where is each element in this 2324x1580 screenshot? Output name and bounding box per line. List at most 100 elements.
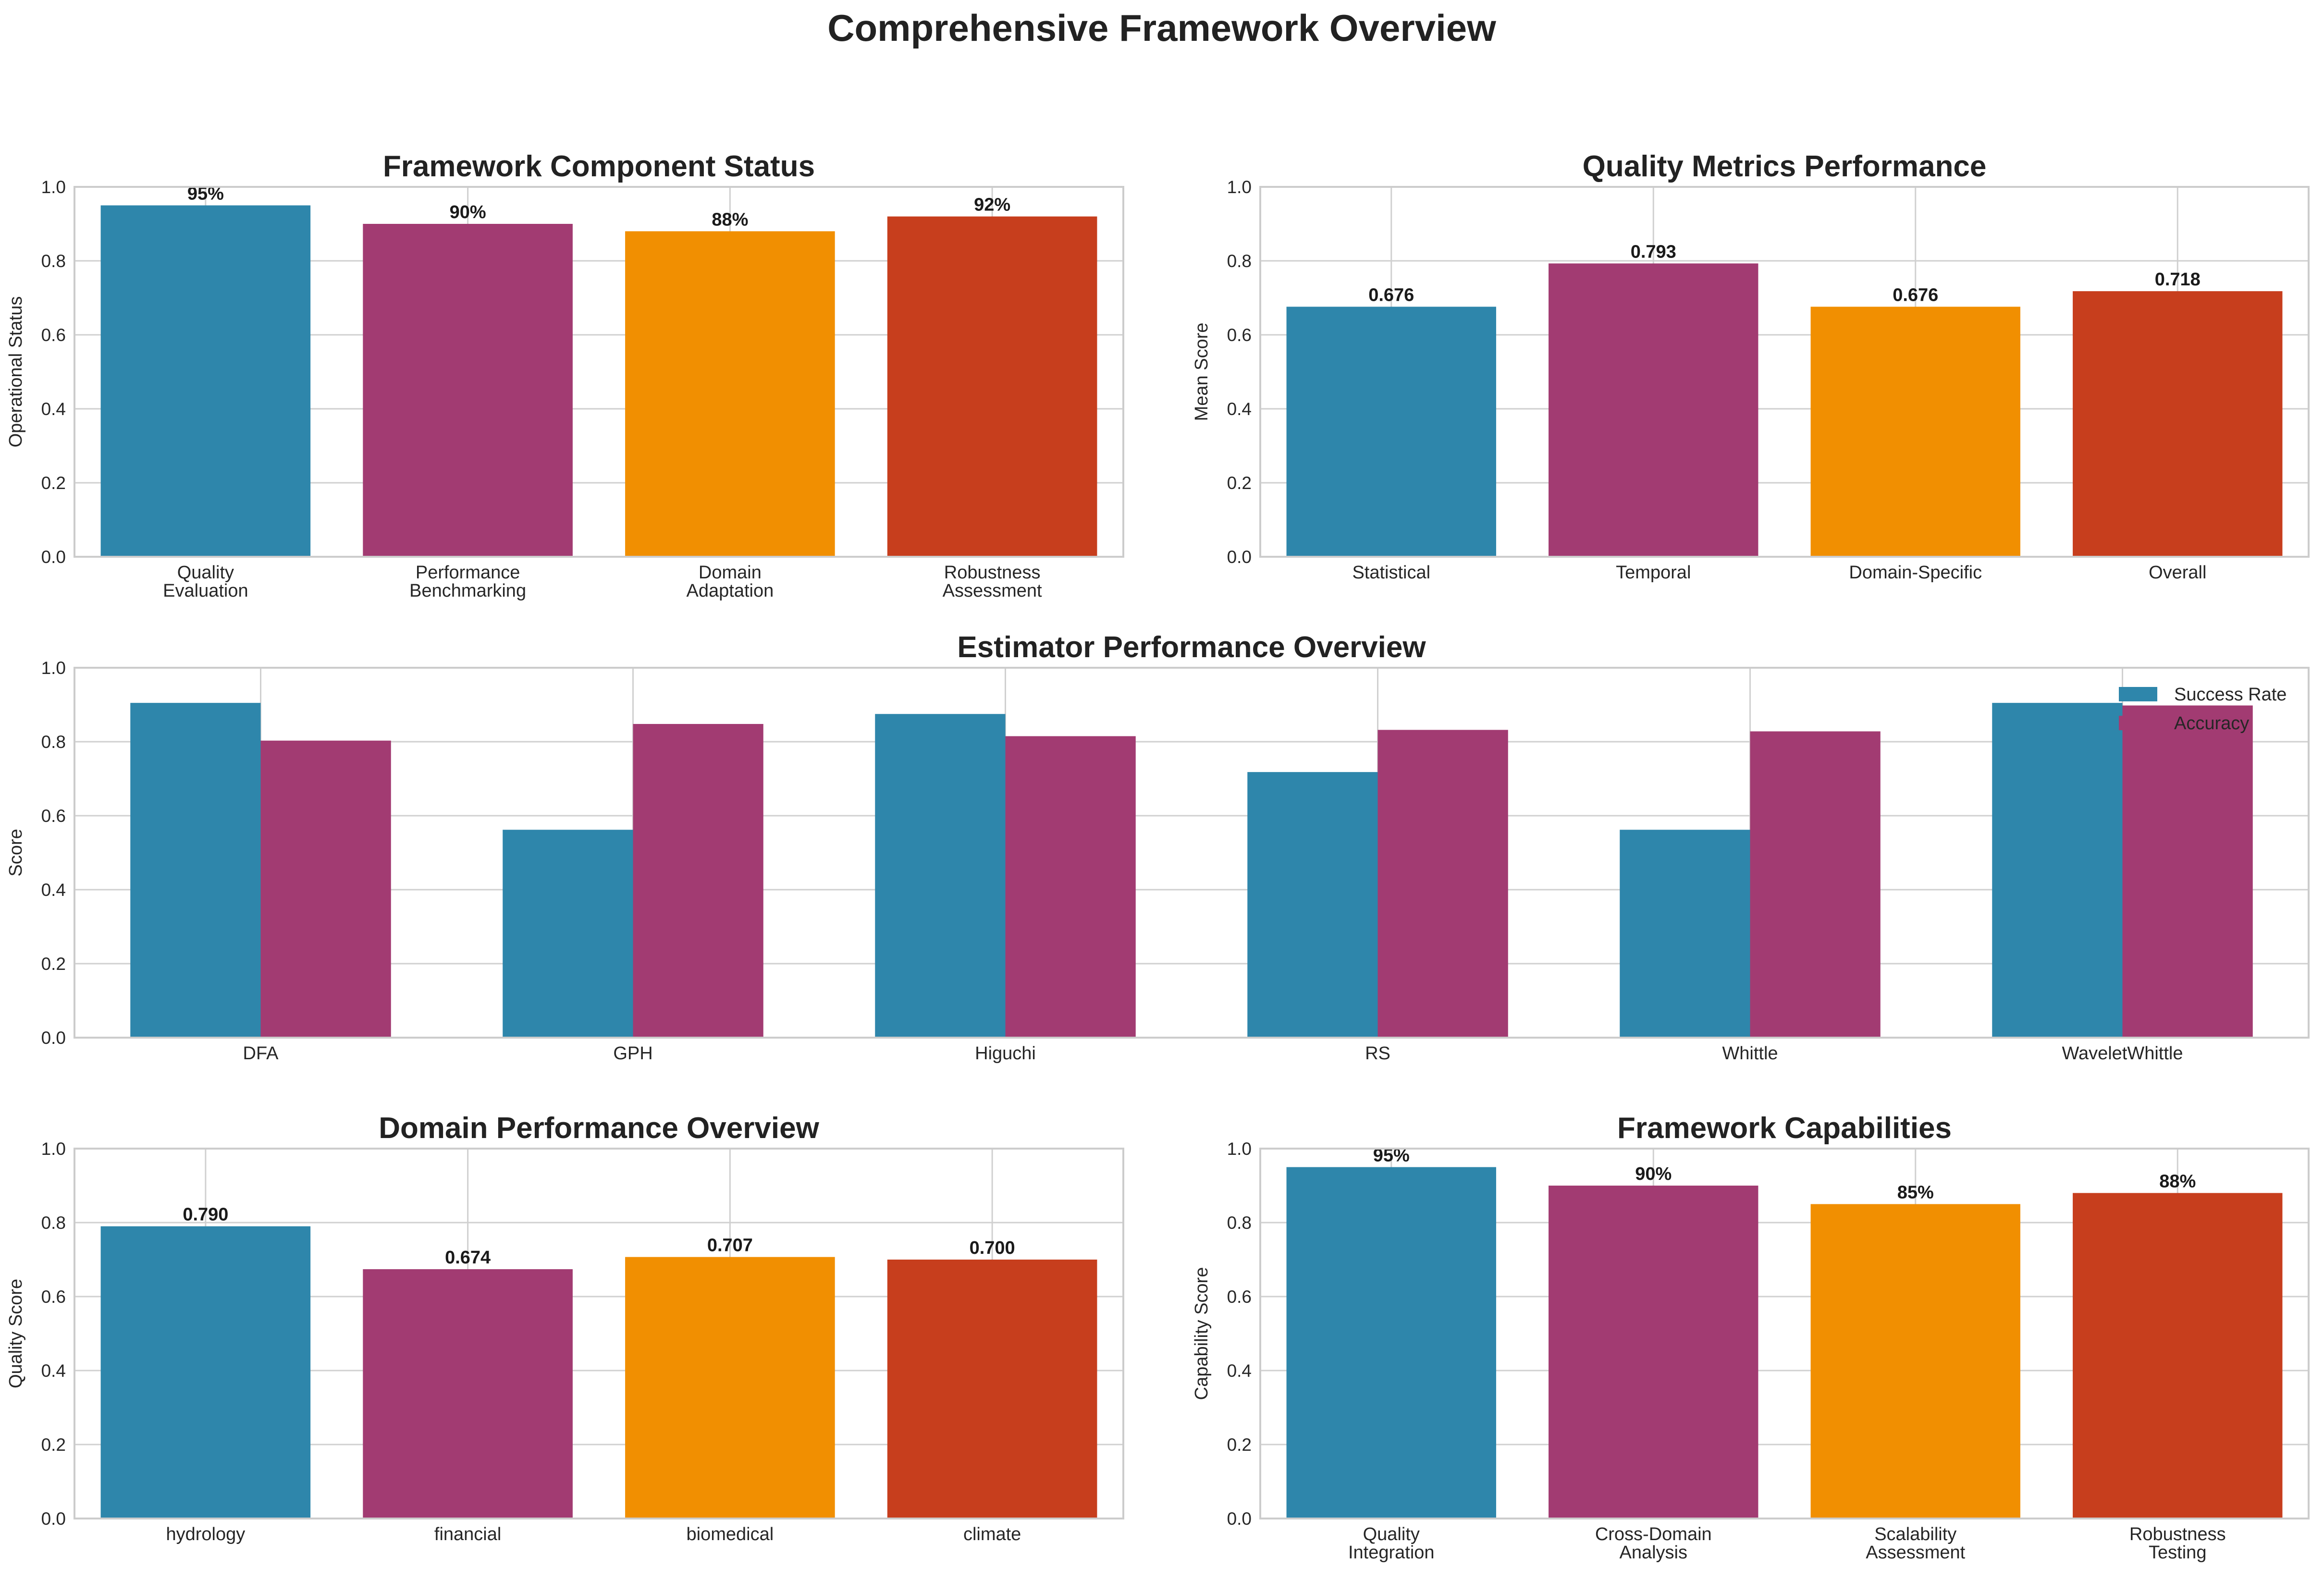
chart-estimator-performance: Estimator Performance Overview 0.0 0.2 0.4 0… [6, 631, 2310, 1064]
bar-success-rate [1247, 772, 1378, 1038]
x-tick-label: hydrology [166, 1524, 245, 1544]
chart-title: Quality Metrics Performance [1583, 150, 1987, 183]
x-tick-label: Temporal [1616, 563, 1691, 583]
y-tick-label: 0.0 [1227, 547, 1252, 567]
y-tick-label: 0.6 [41, 806, 66, 826]
y-axis-label: Mean Score [1192, 323, 1212, 421]
bar [100, 205, 311, 557]
x-tick-label: Higuchi [975, 1043, 1036, 1064]
y-tick-label: 0.8 [41, 251, 66, 271]
bar [887, 1260, 1097, 1519]
bar [1286, 306, 1496, 557]
bar [2073, 1193, 2283, 1519]
data-label: 92% [974, 195, 1010, 215]
figure-title: Comprehensive Framework Overview [827, 7, 1496, 49]
bar-success-rate [503, 830, 633, 1038]
y-tick-label: 0.4 [41, 399, 66, 419]
x-tick-label: Statistical [1352, 563, 1430, 583]
y-axis-label: Operational Status [6, 296, 26, 448]
y-tick-label: 0.6 [1227, 325, 1252, 345]
bar-accuracy [1750, 731, 1881, 1038]
x-tick-label: RS [1365, 1043, 1390, 1064]
x-tick-label: Robustness Assessment [943, 563, 1042, 601]
bar-success-rate [1992, 703, 2123, 1038]
x-tick-label: Quality Evaluation [163, 563, 248, 601]
y-tick-label: 0.4 [41, 1361, 66, 1381]
plot-frame [74, 667, 2310, 1039]
y-tick-label: 0.2 [41, 1435, 66, 1455]
data-label: 0.790 [183, 1205, 228, 1225]
y-tick-label: 0.8 [41, 732, 66, 752]
bar-success-rate [875, 714, 1006, 1038]
chart-title: Framework Capabilities [1617, 1112, 1952, 1145]
chart-domain-performance: Domain Performance Overview 0.0 0.2 0.4 0.6 0… [6, 1112, 1124, 1544]
chart-capabilities: Framework Capabilities 0.0 0.2 0.4 0.6 0.8 1.0… [1192, 1112, 2310, 1563]
x-tick-label: Quality Integration [1348, 1524, 1435, 1563]
bar [625, 231, 835, 557]
y-tick-label: 0.4 [1227, 1361, 1252, 1381]
y-tick-label: 0.8 [1227, 251, 1252, 271]
data-label: 0.700 [970, 1238, 1015, 1258]
x-tick-label: Cross-Domain Analysis [1595, 1524, 1712, 1563]
bar [1549, 1186, 1758, 1519]
bar-success-rate [130, 703, 261, 1038]
y-tick-label: 0.0 [41, 547, 66, 567]
x-tick-label: climate [963, 1524, 1021, 1544]
x-tick-label: Domain-Specific [1849, 563, 1982, 583]
bar [1286, 1167, 1496, 1519]
chart-component-status: Framework Component Status 0.0 0.2 0.4 0.6 0.… [6, 150, 1124, 601]
y-tick-label: 0.0 [41, 1028, 66, 1048]
y-axis-label: Quality Score [6, 1279, 26, 1388]
y-tick-label: 0.2 [41, 473, 66, 493]
chart-quality-metrics: Quality Metrics Performance 0.0 0.2 0.4 0.6 0… [1192, 150, 2310, 583]
x-tick-label: DFA [243, 1043, 279, 1064]
x-tick-label: GPH [613, 1043, 652, 1064]
y-tick-label: 1.0 [41, 658, 66, 678]
x-tick-label: biomedical [687, 1524, 774, 1544]
data-label: 90% [450, 202, 486, 222]
y-tick-label: 0.2 [1227, 473, 1252, 493]
y-tick-label: 1.0 [41, 177, 66, 197]
x-tick-label: Overall [2149, 563, 2206, 583]
bar [363, 1269, 573, 1519]
plot-frame [74, 1148, 1124, 1519]
bar-accuracy [2122, 705, 2253, 1038]
bar-accuracy [633, 724, 763, 1038]
data-label: 0.676 [1893, 285, 1938, 305]
y-tick-label: 0.0 [41, 1509, 66, 1529]
bar-accuracy [1377, 730, 1508, 1038]
y-axis-label: Score [6, 829, 26, 876]
y-tick-label: 0.4 [1227, 399, 1252, 419]
data-label: 90% [1635, 1164, 1672, 1184]
data-label: 88% [2159, 1171, 2196, 1191]
data-label: 0.707 [707, 1236, 753, 1256]
plot-frame [1259, 186, 2310, 558]
chart-title: Estimator Performance Overview [957, 631, 1426, 664]
chart-title: Domain Performance Overview [379, 1112, 819, 1145]
data-label: 0.793 [1631, 242, 1676, 262]
y-tick-label: 0.6 [1227, 1287, 1252, 1307]
y-tick-label: 0.2 [41, 954, 66, 974]
bar [2073, 291, 2283, 557]
plot-frame [74, 186, 1124, 558]
x-tick-label: Performance Benchmarking [409, 563, 526, 601]
panels: Framework Component Status 0.0 0.2 0.4 0.6 0.… [6, 150, 2310, 1563]
legend-swatch [2119, 687, 2157, 701]
y-tick-label: 0.4 [41, 880, 66, 900]
chart-title: Framework Component Status [383, 150, 815, 183]
x-tick-label: Robustness Testing [2129, 1524, 2226, 1563]
y-tick-label: 0.6 [41, 1287, 66, 1307]
y-tick-label: 1.0 [1227, 177, 1252, 197]
legend-swatch [2119, 716, 2157, 730]
bar [887, 216, 1097, 557]
data-label: 0.674 [445, 1248, 491, 1268]
bar [363, 224, 573, 557]
data-label: 88% [712, 209, 748, 230]
y-axis-label: Capability Score [1192, 1267, 1212, 1400]
bar-accuracy [260, 740, 391, 1038]
bar-success-rate [1620, 830, 1750, 1038]
bar [625, 1257, 835, 1519]
legend-label: Accuracy [2174, 713, 2249, 734]
y-tick-label: 0.8 [1227, 1213, 1252, 1233]
